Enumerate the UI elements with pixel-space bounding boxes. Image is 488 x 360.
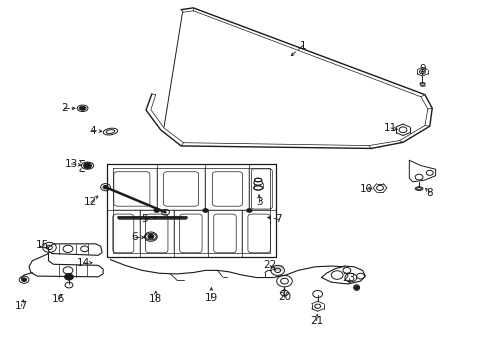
Circle shape — [246, 208, 252, 213]
Ellipse shape — [254, 178, 261, 182]
Text: 12: 12 — [84, 197, 97, 207]
Text: 23: 23 — [342, 273, 355, 283]
Circle shape — [148, 234, 154, 239]
Text: 14: 14 — [77, 258, 90, 268]
Text: 15: 15 — [36, 239, 49, 249]
Text: 1: 1 — [299, 41, 305, 50]
Circle shape — [80, 107, 85, 110]
Text: 2: 2 — [61, 103, 67, 113]
Text: 22: 22 — [263, 260, 276, 270]
Circle shape — [83, 163, 91, 168]
Circle shape — [21, 278, 26, 282]
Circle shape — [154, 208, 159, 213]
Text: 13: 13 — [64, 159, 78, 169]
Text: 5: 5 — [141, 215, 147, 224]
Text: 7: 7 — [275, 215, 282, 224]
Text: 19: 19 — [204, 293, 218, 303]
Text: 17: 17 — [15, 301, 28, 311]
Circle shape — [64, 274, 73, 280]
Ellipse shape — [253, 186, 262, 190]
Text: 10: 10 — [359, 184, 372, 194]
Text: 21: 21 — [309, 316, 323, 325]
Circle shape — [202, 208, 208, 213]
Text: 11: 11 — [384, 123, 397, 133]
Text: 4: 4 — [89, 126, 96, 135]
Text: 6: 6 — [131, 232, 138, 242]
Circle shape — [353, 286, 358, 289]
Text: 18: 18 — [149, 294, 162, 304]
Circle shape — [103, 185, 108, 189]
Text: 20: 20 — [277, 292, 290, 302]
Text: 3: 3 — [255, 197, 262, 207]
Text: 9: 9 — [418, 64, 425, 74]
Text: 8: 8 — [426, 188, 432, 198]
Text: 16: 16 — [52, 294, 65, 304]
